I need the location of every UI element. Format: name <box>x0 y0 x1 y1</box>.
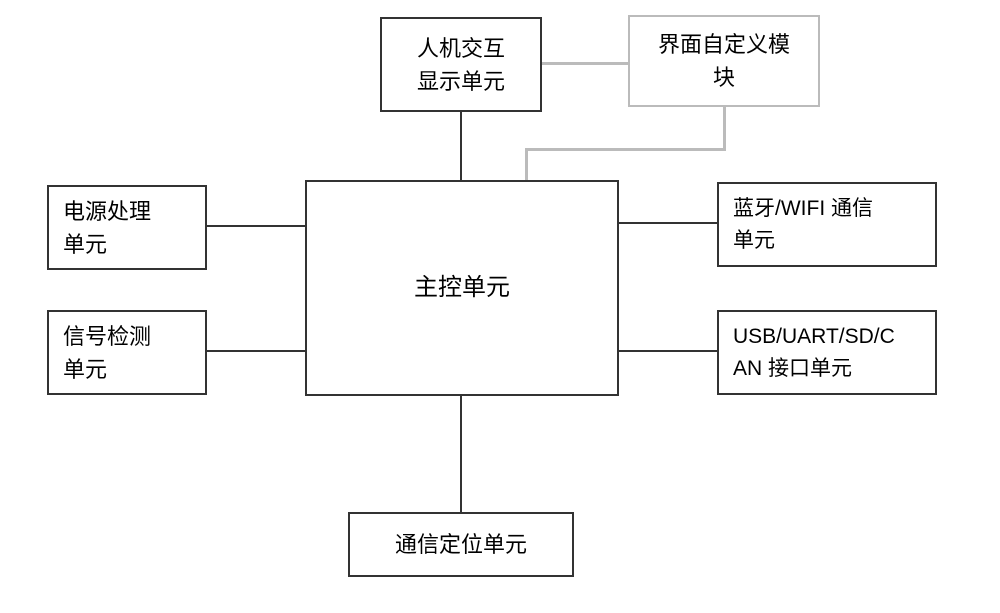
node-bluetooth: 蓝牙/WIFI 通信单元 <box>717 182 937 267</box>
node-hmi-label: 人机交互显示单元 <box>417 32 505 98</box>
node-usb-label: USB/UART/SD/CAN 接口单元 <box>733 321 895 384</box>
node-comm-label: 通信定位单元 <box>395 528 527 561</box>
edge-custom-main-v2 <box>525 148 528 180</box>
edge-main-bluetooth <box>619 222 717 224</box>
edge-main-usb <box>619 350 717 352</box>
node-signal-label: 信号检测单元 <box>63 320 151 386</box>
node-comm: 通信定位单元 <box>348 512 574 577</box>
edge-custom-main-v1 <box>723 107 726 150</box>
node-custom-label: 界面自定义模块 <box>658 28 790 94</box>
node-power-label: 电源处理单元 <box>63 195 151 261</box>
node-hmi: 人机交互显示单元 <box>380 17 542 112</box>
edge-custom-main-h <box>525 148 726 151</box>
edge-main-comm <box>460 396 462 512</box>
edge-power-main <box>207 225 305 227</box>
node-custom: 界面自定义模块 <box>628 15 820 107</box>
edge-hmi-main <box>460 112 462 180</box>
edge-signal-main <box>207 350 305 352</box>
edge-hmi-custom <box>542 62 628 65</box>
node-bluetooth-label: 蓝牙/WIFI 通信单元 <box>733 193 873 256</box>
node-main-label: 主控单元 <box>414 270 510 306</box>
node-signal: 信号检测单元 <box>47 310 207 395</box>
node-main: 主控单元 <box>305 180 619 396</box>
block-diagram: 主控单元 人机交互显示单元 界面自定义模块 电源处理单元 信号检测单元 蓝牙/W… <box>0 0 1000 613</box>
node-power: 电源处理单元 <box>47 185 207 270</box>
node-usb: USB/UART/SD/CAN 接口单元 <box>717 310 937 395</box>
